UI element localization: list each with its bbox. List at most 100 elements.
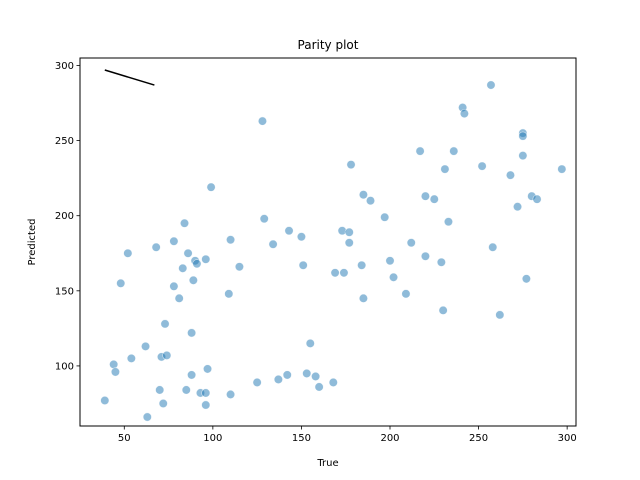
data-point-11 [158,398,168,408]
scatter-points [100,80,567,422]
data-point-1 [109,359,119,369]
data-point-6 [141,341,151,351]
data-point-45 [302,368,312,378]
data-point-42 [284,226,294,236]
plot-area-frame [79,57,577,427]
x-tick-label-250: 250 [469,433,488,444]
data-point-83 [518,131,528,141]
data-point-22 [187,370,197,380]
data-point-76 [477,161,487,171]
data-point-64 [406,238,416,248]
data-point-81 [513,202,523,212]
data-point-84 [518,151,528,161]
data-point-57 [358,190,368,200]
data-point-19 [181,385,191,395]
data-point-79 [495,310,505,320]
data-point-56 [357,260,367,270]
y-tick-label-100: 100 [55,361,74,372]
y-tick-label-150: 150 [55,286,74,297]
data-point-80 [505,170,515,180]
y-axis-ticks: 100 150 200 250 300 [55,61,80,372]
data-point-44 [298,260,308,270]
data-point-43 [296,232,306,242]
y-tick-label-250: 250 [55,136,74,147]
data-point-28 [201,400,211,410]
x-axis-ticks: 50 100 150 200 250 300 [118,426,577,444]
data-point-48 [314,382,324,392]
data-point-21 [187,328,197,338]
data-point-2 [110,367,120,377]
data-point-77 [486,80,496,90]
data-point-68 [429,194,439,204]
data-point-69 [436,257,446,267]
x-axis-label: True [316,458,338,469]
data-point-0 [100,395,110,405]
data-point-5 [126,353,136,363]
data-point-73 [449,146,459,156]
data-point-14 [169,236,179,246]
y-tick-label-300: 300 [55,61,74,72]
data-point-37 [257,116,267,126]
data-point-33 [226,235,236,245]
data-point-18 [180,218,190,228]
data-point-47 [311,371,321,381]
data-point-52 [339,268,349,278]
data-point-40 [273,374,283,384]
data-point-50 [330,268,340,278]
y-axis-label: Predicted [27,219,38,266]
data-point-20 [183,248,193,258]
data-point-62 [389,272,399,282]
data-point-72 [443,217,453,227]
data-point-75 [459,109,469,119]
data-point-30 [203,364,213,374]
data-point-49 [328,377,338,387]
data-point-54 [344,238,354,248]
data-point-27 [201,388,211,398]
data-point-71 [440,164,450,174]
reference-line [104,69,155,86]
data-point-59 [366,196,376,206]
data-point-16 [174,293,184,303]
data-point-70 [438,305,448,315]
x-tick-label-200: 200 [380,433,399,444]
data-point-15 [169,281,179,291]
data-point-29 [201,254,211,264]
data-point-66 [420,191,430,201]
x-tick-label-150: 150 [292,433,311,444]
data-point-17 [178,263,188,273]
data-point-3 [116,278,126,288]
data-point-87 [532,194,542,204]
data-point-65 [415,146,425,156]
data-point-46 [305,338,315,348]
data-point-8 [151,242,161,252]
data-point-55 [346,160,356,170]
data-point-31 [206,182,216,192]
data-point-53 [344,227,354,237]
x-tick-label-50: 50 [118,433,131,444]
y-tick-label-200: 200 [55,211,74,222]
data-point-7 [142,412,152,422]
data-point-88 [557,164,567,174]
data-point-85 [521,274,531,284]
data-point-36 [252,377,262,387]
data-point-9 [155,385,165,395]
data-point-58 [358,293,368,303]
data-point-13 [162,350,172,360]
data-point-23 [188,275,198,285]
x-tick-label-100: 100 [203,433,222,444]
data-point-32 [224,289,234,299]
chart-title: Parity plot [298,38,359,52]
data-point-4 [123,248,133,258]
data-point-63 [401,289,411,299]
data-point-61 [385,256,395,266]
data-point-67 [420,251,430,261]
data-point-25 [192,259,202,269]
data-point-35 [234,262,244,272]
data-point-12 [160,319,170,329]
reference-line-segment [104,69,155,86]
x-tick-label-300: 300 [558,433,577,444]
data-point-38 [259,214,269,224]
data-point-78 [488,242,498,252]
data-point-34 [226,389,236,399]
